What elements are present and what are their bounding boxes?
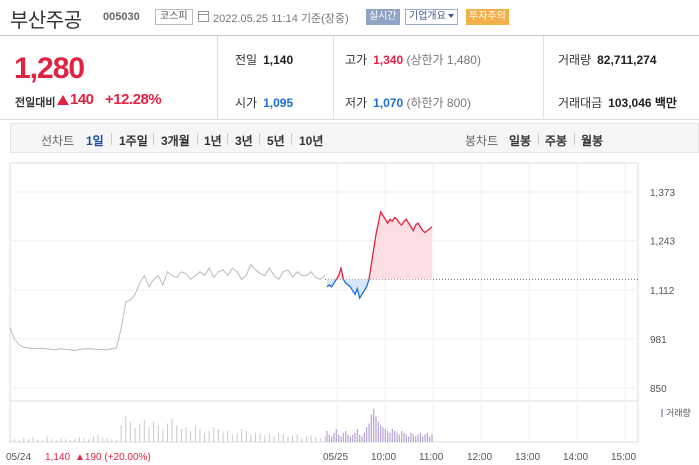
low-cell: 저가 1,070 (하한가 800) xyxy=(345,94,471,111)
company-overview-label: 기업개요 xyxy=(409,11,446,22)
separator xyxy=(259,133,260,145)
period-5y[interactable]: 5년 xyxy=(267,134,285,148)
price-box: 1,280 전일대비 140 +12.28% xyxy=(0,36,218,120)
y-tick-label: 1,243 xyxy=(650,237,675,248)
separator xyxy=(574,133,575,145)
calendar-icon xyxy=(198,11,209,22)
separator xyxy=(291,133,292,145)
low-value: 1,070 xyxy=(373,96,404,110)
y-tick-label: 1,373 xyxy=(650,188,675,199)
prev-day-change: ▲190 (+20.00%) xyxy=(75,452,151,463)
line-chart-label: 선차트 xyxy=(41,134,75,148)
volume-cell: 거래량 82,711,274 xyxy=(558,51,657,68)
company-overview-button[interactable]: 기업개요 xyxy=(405,9,458,25)
quote-panel: 1,280 전일대비 140 +12.28% 전일 1,140 고가 1,340 (… xyxy=(0,35,699,120)
trade-value: 103,046 백만 xyxy=(608,96,677,110)
timestamp: 2022.05.25 11:14 기준(장중) xyxy=(213,13,349,25)
x-tick-label: 05/25 xyxy=(323,452,348,463)
x-tick-label: 05/24 xyxy=(6,452,31,463)
volume-label: 거래량 xyxy=(558,53,592,67)
prev-day-price: 1,140 xyxy=(45,452,70,463)
period-10y[interactable]: 10년 xyxy=(299,134,324,148)
x-tick-label: 15:00 xyxy=(611,452,636,463)
candle-weekly[interactable]: 주봉 xyxy=(545,134,568,148)
x-tick-label: 10:00 xyxy=(371,452,396,463)
current-price: 1,280 xyxy=(14,52,85,85)
period-3y[interactable]: 3년 xyxy=(235,134,253,148)
high-value: 1,340 xyxy=(373,53,404,67)
lower-limit: (하한가 800) xyxy=(406,96,471,110)
up-triangle-icon xyxy=(57,95,69,105)
volume-legend-label: 거래량 xyxy=(666,407,691,418)
y-tick-label: 981 xyxy=(650,335,667,346)
period-1d[interactable]: 1일 xyxy=(86,134,104,148)
open-cell: 시가 1,095 xyxy=(235,94,293,111)
period-bar: 선차트 1일 1주일 3개월 1년 3년 5년 10년 봉차트 일봉 주봉 월봉 xyxy=(10,123,699,153)
separator xyxy=(153,133,154,145)
separator xyxy=(111,133,112,145)
change-label: 전일대비 xyxy=(15,97,56,109)
stock-header: 부산주공 005030 코스피 2022.05.25 11:14 기준(장중) … xyxy=(0,0,699,34)
volume-value: 82,711,274 xyxy=(597,53,657,67)
volume-legend-swatch xyxy=(661,409,663,417)
today-line-down xyxy=(326,279,370,300)
today-line-up xyxy=(335,210,433,280)
candle-chart-label: 봉차트 xyxy=(465,134,499,148)
period-1y[interactable]: 1년 xyxy=(204,134,222,148)
trade-value-cell: 거래대금 103,046 백만 xyxy=(558,94,677,111)
separator xyxy=(197,133,198,145)
open-value: 1,095 xyxy=(263,96,294,110)
upper-limit: (상한가 1,480) xyxy=(406,53,481,67)
price-chart[interactable]: 1,373 1,243 1,112 981 850 05/24 05/25 10:00 11:0… xyxy=(0,155,699,465)
up-area xyxy=(327,211,432,280)
period-3m[interactable]: 3개월 xyxy=(161,134,190,148)
stock-name: 부산주공 xyxy=(10,10,82,32)
prev-close-cell: 전일 1,140 xyxy=(235,51,293,68)
high-label: 고가 xyxy=(345,53,368,67)
stock-code: 005030 xyxy=(103,11,140,23)
chevron-down-icon xyxy=(447,14,454,19)
column-divider xyxy=(543,36,544,120)
x-tick-label: 12:00 xyxy=(467,452,492,463)
change-amount: 140 xyxy=(70,91,94,108)
low-label: 저가 xyxy=(345,96,368,110)
candle-monthly[interactable]: 월봉 xyxy=(581,134,604,148)
separator xyxy=(538,133,539,145)
y-tick-label: 1,112 xyxy=(650,286,675,297)
x-tick-label: 11:00 xyxy=(419,452,444,463)
x-tick-label: 14:00 xyxy=(563,452,588,463)
chart-frame xyxy=(9,162,639,443)
prev-day-line xyxy=(9,263,326,352)
y-tick-label: 850 xyxy=(650,384,667,395)
investment-caution-badge[interactable]: 투자주의 xyxy=(466,9,509,25)
x-tick-label: 13:00 xyxy=(515,452,540,463)
chart-svg: 1,373 1,243 1,112 981 850 05/24 05/25 10:00 11:0… xyxy=(6,162,691,463)
high-cell: 고가 1,340 (상한가 1,480) xyxy=(345,51,481,68)
prev-close-label: 전일 xyxy=(235,53,258,67)
column-divider xyxy=(333,36,334,120)
realtime-button[interactable]: 실시간 xyxy=(366,9,400,25)
separator xyxy=(227,133,228,145)
prev-close-value: 1,140 xyxy=(263,53,294,67)
period-1w[interactable]: 1주일 xyxy=(119,134,148,148)
change-percent: +12.28% xyxy=(105,91,162,108)
open-label: 시가 xyxy=(235,96,258,110)
trade-value-label: 거래대금 xyxy=(558,96,603,110)
market-badge: 코스피 xyxy=(155,9,193,25)
candle-daily[interactable]: 일봉 xyxy=(509,134,532,148)
